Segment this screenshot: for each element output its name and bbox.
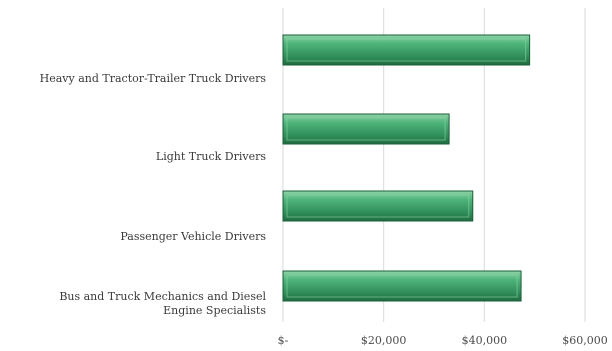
category-label-3: Bus and Truck Mechanics and Diesel Engine… xyxy=(59,290,266,317)
category-label-1: Light Truck Drivers xyxy=(156,150,266,163)
bar-3 xyxy=(282,270,522,302)
bar-1 xyxy=(282,113,450,145)
category-label-0: Heavy and Tractor-Trailer Truck Drivers xyxy=(40,72,267,85)
bar-0 xyxy=(282,34,531,66)
category-label-2: Passenger Vehicle Drivers xyxy=(120,230,266,243)
x-tick-label-3: $60,000 xyxy=(562,334,608,347)
x-tick-label-2: $40,000 xyxy=(462,334,508,347)
bar-2 xyxy=(282,190,474,222)
x-tick-label-1: $20,000 xyxy=(361,334,407,347)
x-axis-tick-labels: $- $20,000 $40,000 $60,000 xyxy=(278,334,608,347)
bars xyxy=(282,34,531,302)
x-tick-label-0: $- xyxy=(278,334,289,347)
category-labels: Heavy and Tractor-Trailer Truck Drivers L… xyxy=(40,72,267,317)
